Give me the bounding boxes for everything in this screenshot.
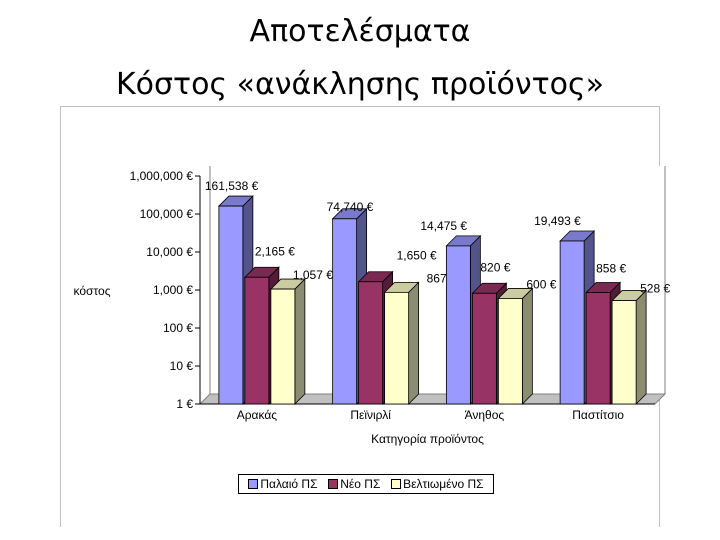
data-label: 161,538 € [205,179,259,193]
data-label: 1,650 € [397,249,437,263]
legend-label-new: Νέο ΠΣ [340,477,381,491]
chart-back-wall [200,166,665,404]
y-tick-label: 10 € [170,359,194,373]
bar [244,276,270,405]
bar [559,240,585,405]
x-axis-title: Κατηγορία προϊόντος [371,432,484,446]
bar [471,292,497,405]
slide-title-line-2: Κόστος «ανάκλησης προϊόντος» [116,67,604,102]
bar [445,245,471,405]
y-tick-label: 1 € [176,397,193,411]
data-label: 2,165 € [255,244,295,258]
data-label: 858 € [596,262,626,276]
data-label: 1,057 € [293,268,333,282]
slide-title-line-1: Αποτελέσματα [249,14,471,49]
bar [384,291,410,405]
legend-item-new: Νέο ΠΣ [328,477,380,491]
x-tick-label: Άνηθος [465,408,505,422]
bar-side [408,281,420,405]
y-tick-label: 1,000,000 € [130,169,194,183]
y-tick-label: 100 € [163,321,193,335]
data-label: 74,740 € [327,200,374,214]
chart-legend: Παλαιό ΠΣ Νέο ΠΣ Βελτιωμένο ΠΣ [238,474,494,494]
bar [332,218,358,405]
y-tick-label: 100,000 € [140,207,194,221]
data-label: 600 € [526,277,556,291]
bar [218,205,244,405]
bar-side [635,289,647,405]
legend-swatch-old [248,479,259,489]
legend-swatch-new [328,479,339,489]
legend-swatch-improved [391,479,402,489]
bar-side [294,278,306,405]
bar [270,288,296,405]
y-axis-title: κόστος [74,284,111,298]
bar [611,300,637,405]
legend-label-old: Παλαιό ΠΣ [260,477,318,491]
legend-item-old: Παλαιό ΠΣ [248,477,318,491]
legend-item-improved: Βελτιωμένο ΠΣ [391,477,484,491]
bar [358,281,384,405]
x-tick-label: Πεϊνιρλί [350,408,391,422]
data-label: 19,493 € [534,214,581,228]
bar [585,292,611,405]
bar-side [521,287,533,405]
x-tick-label: Παστίτσιο [572,408,624,422]
x-tick-label: Αρακάς [237,408,278,422]
bar [497,298,523,405]
data-label: 820 € [480,260,510,274]
legend-label-improved: Βελτιωμένο ΠΣ [403,477,484,491]
title-divider [60,106,660,107]
y-tick-label: 10,000 € [146,245,193,259]
data-label: 528 € [640,282,670,296]
y-tick-label: 1,000 € [153,283,193,297]
data-label: 14,475 € [420,219,467,233]
